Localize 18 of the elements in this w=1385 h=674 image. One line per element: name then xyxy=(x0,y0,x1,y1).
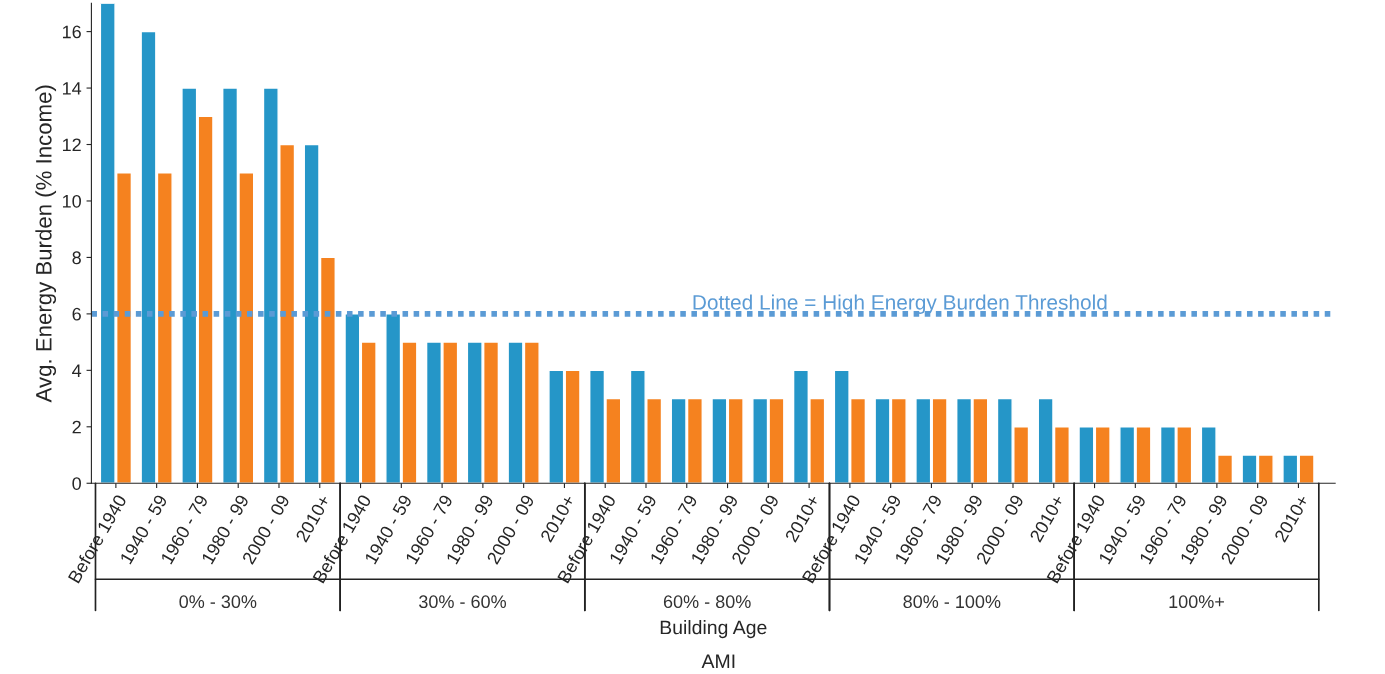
text: 80% - 100% xyxy=(903,595,1001,609)
y-tick-label: 0 xyxy=(72,477,81,490)
y-tick-label: 2 xyxy=(72,420,81,434)
text: AMI xyxy=(701,654,735,668)
y-tick-label: 6 xyxy=(72,307,81,321)
y-tick-label: 10 xyxy=(62,194,81,208)
text: 0% - 30% xyxy=(179,595,257,609)
text: 30% - 60% xyxy=(419,595,507,609)
y-tick-label: 16 xyxy=(62,25,81,39)
x-axis-title: Building Age xyxy=(660,620,767,639)
y-tick-label: 12 xyxy=(62,138,81,152)
y-tick-label: 4 xyxy=(72,364,82,377)
y-axis-title: Avg. Energy Burden (% Income) xyxy=(35,85,57,403)
text: 60% - 80% xyxy=(663,595,751,609)
ref-line-label: Dotted Line = High Energy Burden Threshold xyxy=(693,294,1107,314)
y-tick-label: 14 xyxy=(62,82,82,95)
text: 100%+ xyxy=(1169,595,1224,609)
y-tick-label: 8 xyxy=(72,251,81,265)
